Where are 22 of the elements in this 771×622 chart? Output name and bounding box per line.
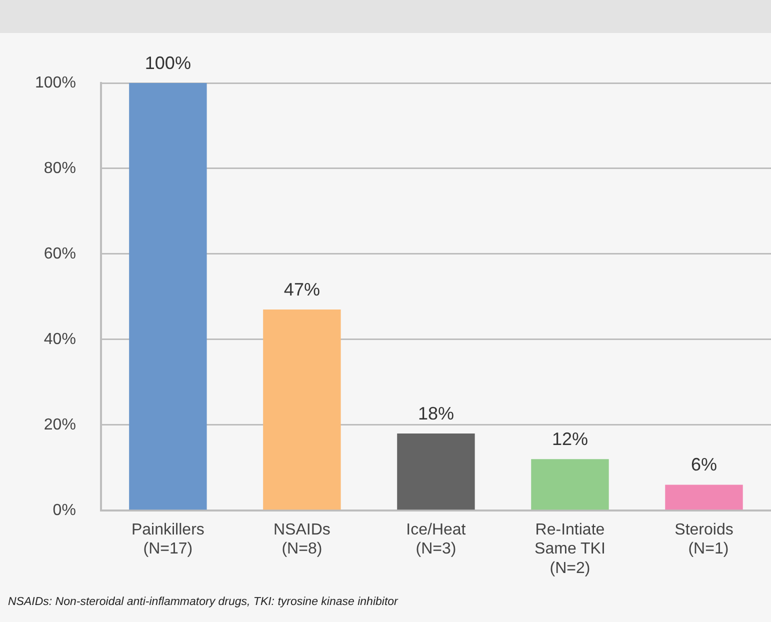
x-tick-label: Painkillers (N=17) [131,521,204,558]
bar [263,310,341,510]
bar [397,433,475,510]
x-tick-label: Steroids (N=1) [674,521,734,558]
x-tick-label: NSAIDs (N=8) [273,521,330,558]
bar [531,459,609,510]
data-label: 47% [284,279,320,300]
bar [129,83,207,510]
data-label: 6% [690,454,717,475]
y-tick-label: 20% [44,416,76,434]
y-tick-label: 100% [35,74,76,92]
y-tick-label: 60% [44,245,76,262]
data-label: 18% [418,403,454,424]
bar [665,484,743,510]
y-tick-label: 80% [44,160,76,177]
x-tick-label: Re-Intiate Same TKI (N=2) [534,521,606,577]
text: NSAIDs: Non-steroidal anti-inflammatory drugs, TKI: tyrosine kinase inhibitor [8,596,398,608]
data-label: 12% [552,429,588,450]
data-label: 100% [144,52,191,73]
y-tick-label: 40% [44,330,76,348]
y-tick-label: 0% [52,502,76,519]
x-tick-label: Ice/Heat (N=3) [406,521,466,558]
